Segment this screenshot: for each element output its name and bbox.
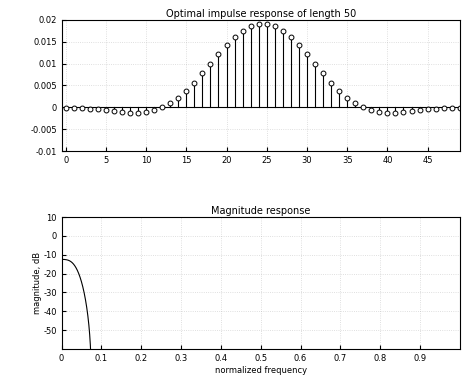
Title: Magnitude response: Magnitude response — [211, 207, 310, 216]
Title: Optimal impulse response of length 50: Optimal impulse response of length 50 — [165, 9, 356, 19]
Y-axis label: magnitude, dB: magnitude, dB — [33, 252, 42, 314]
X-axis label: normalized frequency: normalized frequency — [215, 365, 307, 374]
